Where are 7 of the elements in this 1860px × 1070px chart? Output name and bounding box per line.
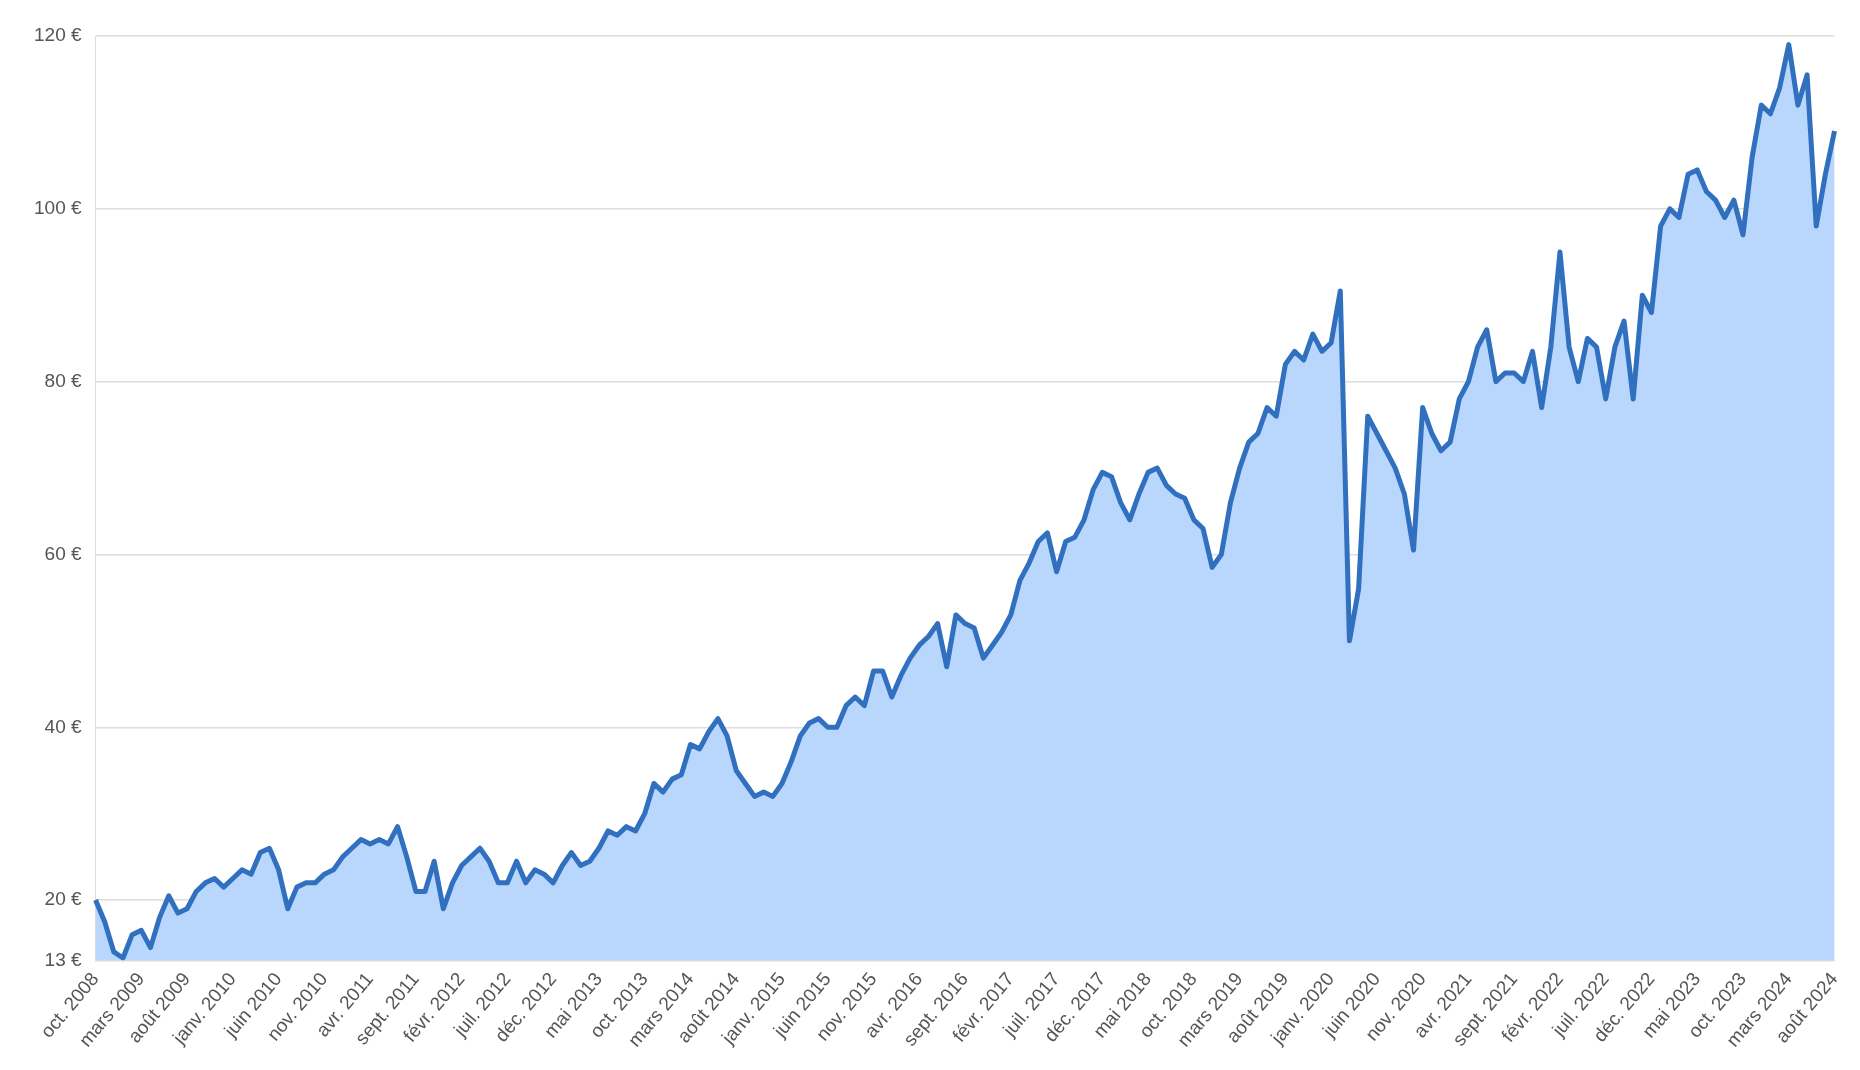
y-tick-label: 80 € [44, 369, 82, 391]
y-tick-label: 20 € [44, 888, 82, 910]
y-tick-label: 40 € [44, 715, 82, 737]
y-tick-label: 100 € [34, 197, 82, 219]
y-tick-label: 60 € [44, 542, 82, 564]
y-tick-label: 13 € [44, 948, 82, 970]
y-tick-label: 120 € [34, 24, 82, 46]
